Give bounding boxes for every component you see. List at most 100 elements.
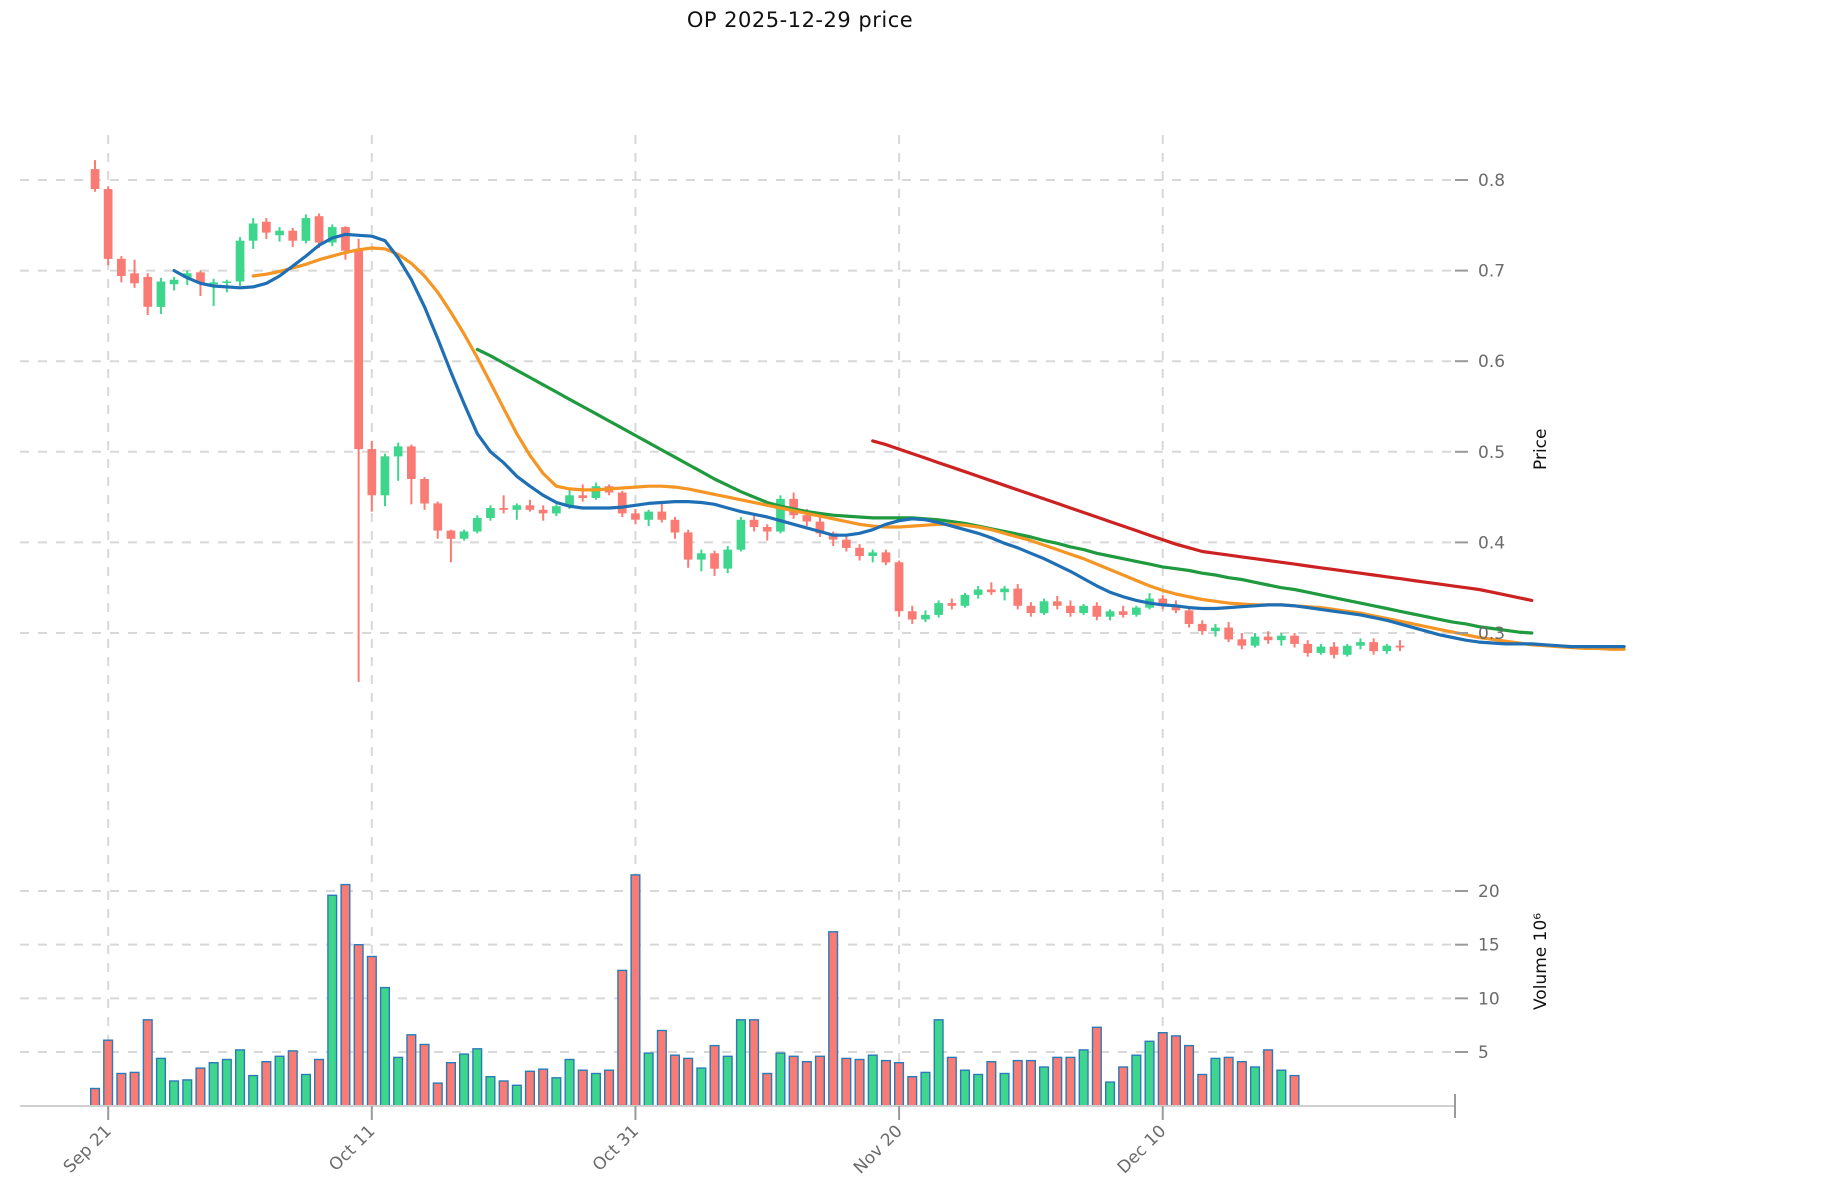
volume-bar — [248, 1074, 259, 1107]
volume-bar — [735, 1019, 746, 1107]
volume-bar — [814, 1055, 825, 1107]
tick-label-price: 0.7 — [1478, 262, 1505, 282]
price-axis-title: Price — [1531, 429, 1551, 470]
volume-bar — [1183, 1044, 1195, 1107]
candle-body — [1369, 642, 1378, 652]
volume-bar — [1289, 1074, 1300, 1107]
candle-body — [1342, 645, 1352, 655]
volume-bar — [287, 1050, 298, 1107]
tick-label-price: 0.8 — [1478, 171, 1505, 191]
volume-bar — [366, 955, 377, 1107]
candle-body — [960, 594, 970, 606]
volume-bar — [643, 1052, 654, 1107]
candle-body — [644, 511, 653, 520]
volume-bar — [1236, 1060, 1247, 1107]
volume-bar — [459, 1053, 470, 1107]
candle-body — [1316, 646, 1326, 653]
candle-body — [1066, 605, 1075, 613]
candle-body — [1184, 610, 1194, 624]
candle-body — [117, 258, 126, 276]
volume-bar — [683, 1057, 694, 1107]
volume-bar — [880, 1059, 891, 1107]
candle-body — [512, 505, 522, 510]
volume-bar — [959, 1069, 970, 1107]
tick-label-volume: 20 — [1478, 882, 1500, 902]
volume-bar — [208, 1061, 219, 1107]
candle-body — [446, 530, 456, 539]
volume-bar — [1210, 1057, 1221, 1107]
volume-bar — [103, 1039, 114, 1107]
candle-body — [1132, 607, 1141, 615]
candle-body — [1197, 623, 1207, 632]
volume-bar — [1144, 1040, 1155, 1107]
candle-body — [262, 221, 271, 233]
volume-bar — [327, 894, 338, 1107]
volume-bar — [353, 944, 364, 1107]
volume-bar — [946, 1056, 957, 1107]
volume-bar — [1104, 1081, 1116, 1107]
candle-body — [354, 248, 363, 450]
candle-body — [749, 519, 759, 527]
volume-bar — [1197, 1073, 1208, 1107]
candle-body — [1395, 645, 1405, 648]
volume-bar — [1078, 1049, 1089, 1107]
candle-body — [1039, 601, 1049, 614]
volume-bar — [1091, 1026, 1102, 1107]
candle-body — [380, 456, 390, 496]
volume-bar — [432, 1082, 443, 1107]
candle-body — [578, 495, 588, 498]
candle-body — [235, 240, 245, 282]
tick-label-volume: 10 — [1478, 989, 1500, 1009]
volume-bar — [907, 1075, 918, 1107]
candle-body — [907, 611, 917, 620]
volume-bar — [1012, 1059, 1023, 1107]
volume-bar — [894, 1061, 905, 1107]
ma-line-slow — [475, 347, 1534, 635]
candle-body — [103, 189, 113, 259]
candle-body — [697, 553, 706, 560]
volume-bar — [801, 1060, 812, 1107]
candlesticks — [90, 160, 1405, 682]
candle-body — [1026, 605, 1036, 613]
candle-body — [182, 273, 192, 278]
candle-body — [420, 479, 429, 504]
candle-body — [248, 223, 258, 241]
volume-bar — [788, 1055, 799, 1107]
candle-body — [90, 169, 100, 189]
ma-line-mid — [251, 246, 1626, 651]
volume-bar — [590, 1072, 601, 1107]
candle-body — [314, 216, 324, 243]
grid-lines — [20, 135, 1455, 1105]
candle-body — [1263, 636, 1273, 641]
candle-body — [776, 498, 785, 532]
volume-bar — [564, 1058, 575, 1107]
volume-bar — [749, 1019, 760, 1107]
candle-body — [1303, 643, 1313, 653]
candle-body — [657, 511, 667, 520]
volume-bar — [933, 1019, 944, 1107]
candle-body — [894, 562, 904, 612]
candle-body — [486, 508, 495, 518]
candle-body — [1079, 605, 1088, 613]
candle-body — [631, 513, 640, 520]
volume-bar — [221, 1058, 232, 1107]
volume-bar — [195, 1067, 206, 1107]
volume-bar — [472, 1048, 483, 1107]
ma-line-slowest — [871, 439, 1534, 602]
volume-bar — [577, 1069, 588, 1107]
candle-body — [1171, 604, 1181, 611]
volume-bar — [1065, 1056, 1076, 1107]
candle-body — [538, 509, 548, 514]
volume-bar — [999, 1072, 1010, 1107]
candle-body — [472, 517, 482, 532]
volume-bar — [419, 1043, 430, 1107]
tick-label-date: Oct 31 — [589, 1121, 643, 1175]
candle-body — [921, 614, 930, 620]
candle-body — [393, 446, 403, 457]
candle-body — [802, 515, 812, 522]
tick-label-price: 0.6 — [1478, 352, 1505, 372]
volume-bar — [524, 1070, 535, 1107]
candle-body — [683, 532, 693, 560]
moving-averages — [172, 232, 1626, 651]
volume-bar — [300, 1073, 312, 1107]
